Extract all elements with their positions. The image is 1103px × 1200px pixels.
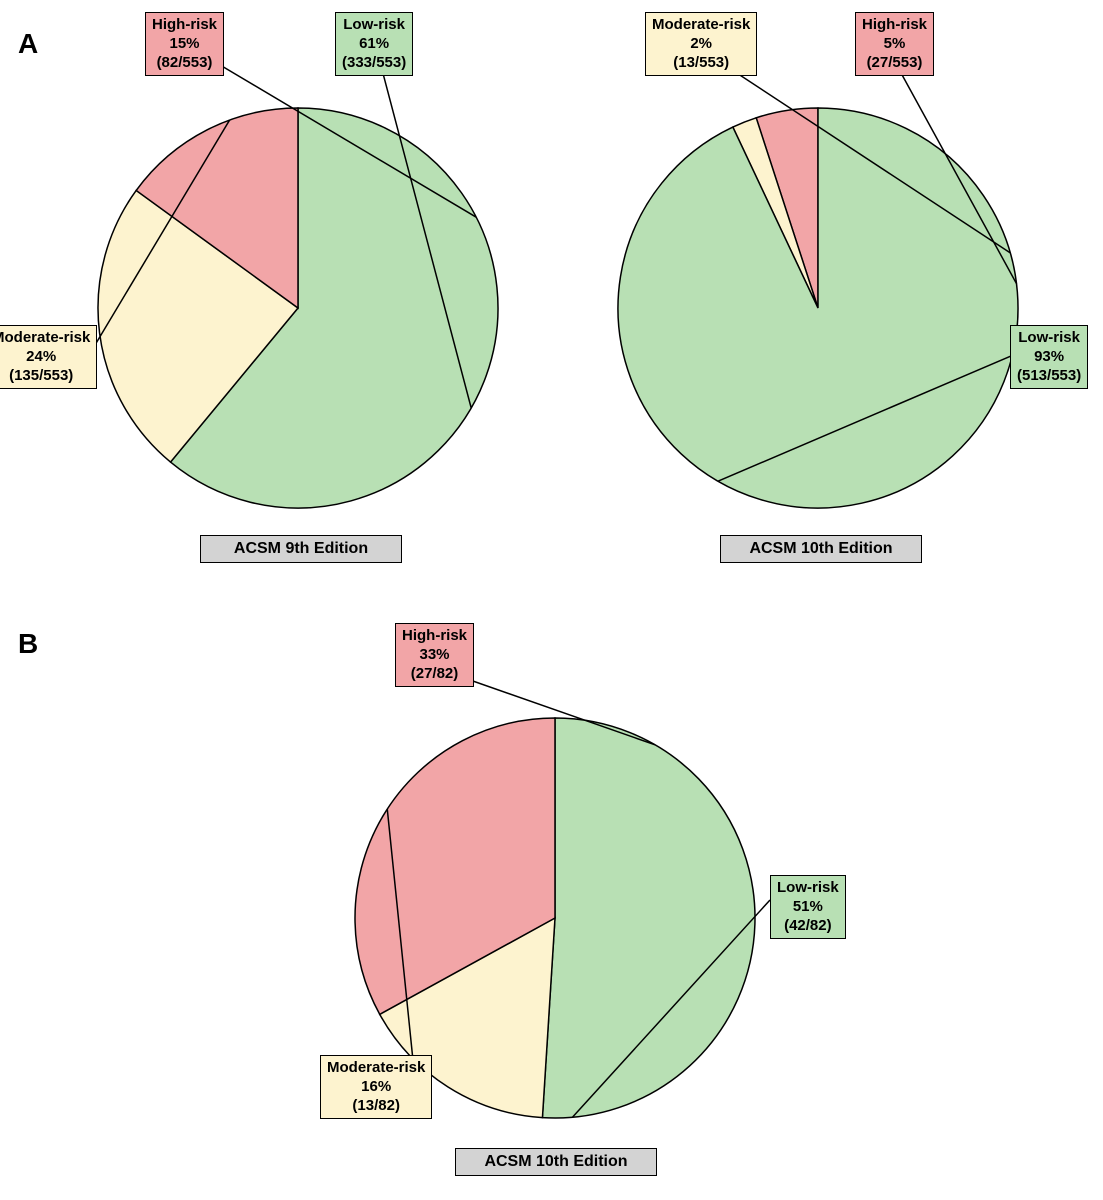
- callout-pct: 51%: [777, 898, 839, 917]
- callout-frac: (13/82): [327, 1097, 425, 1116]
- callout-frac: (27/82): [402, 665, 467, 684]
- chart-title: ACSM 10th Edition: [720, 535, 922, 563]
- callout-title: Moderate-risk: [0, 329, 90, 348]
- callout-moderate: Moderate-risk2%(13/553): [645, 12, 757, 76]
- pie-slice-low: [618, 108, 1018, 508]
- callout-low: Low-risk61%(333/553): [335, 12, 413, 76]
- chart-title: ACSM 10th Edition: [455, 1148, 657, 1176]
- callout-pct: 24%: [0, 348, 90, 367]
- callout-title: Low-risk: [1017, 329, 1081, 348]
- callout-frac: (27/553): [862, 54, 927, 73]
- chart-title: ACSM 9th Edition: [200, 535, 402, 563]
- callout-low: Low-risk51%(42/82): [770, 875, 846, 939]
- callout-title: High-risk: [402, 627, 467, 646]
- svg-canvas: [0, 0, 1103, 1200]
- figure-root: AHigh-risk15%(82/553)Low-risk61%(333/553…: [0, 0, 1103, 1200]
- callout-frac: (42/82): [777, 917, 839, 936]
- callout-moderate: Moderate-risk16%(13/82): [320, 1055, 432, 1119]
- callout-title: High-risk: [862, 16, 927, 35]
- callout-frac: (513/553): [1017, 367, 1081, 386]
- callout-frac: (333/553): [342, 54, 406, 73]
- callout-frac: (135/553): [0, 367, 90, 386]
- callout-frac: (82/553): [152, 54, 217, 73]
- callout-title: Low-risk: [342, 16, 406, 35]
- callout-high: High-risk15%(82/553): [145, 12, 224, 76]
- panel-label: A: [18, 28, 38, 60]
- callout-pct: 5%: [862, 35, 927, 54]
- callout-title: Moderate-risk: [327, 1059, 425, 1078]
- callout-high: High-risk33%(27/82): [395, 623, 474, 687]
- callout-title: High-risk: [152, 16, 217, 35]
- callout-moderate: Moderate-risk24%(135/553): [0, 325, 97, 389]
- callout-pct: 16%: [327, 1078, 425, 1097]
- pie-slice-low: [542, 718, 755, 1118]
- callout-high: High-risk5%(27/553): [855, 12, 934, 76]
- callout-pct: 93%: [1017, 348, 1081, 367]
- callout-pct: 33%: [402, 646, 467, 665]
- callout-frac: (13/553): [652, 54, 750, 73]
- callout-pct: 2%: [652, 35, 750, 54]
- callout-title: Moderate-risk: [652, 16, 750, 35]
- callout-pct: 15%: [152, 35, 217, 54]
- callout-title: Low-risk: [777, 879, 839, 898]
- panel-label: B: [18, 628, 38, 660]
- callout-low: Low-risk93%(513/553): [1010, 325, 1088, 389]
- callout-pct: 61%: [342, 35, 406, 54]
